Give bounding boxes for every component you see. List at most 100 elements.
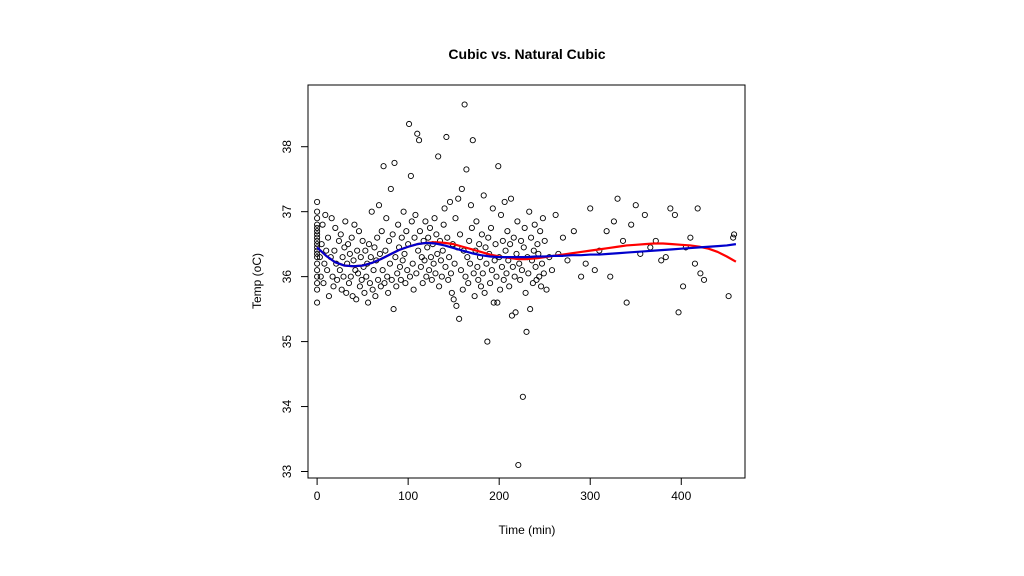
scatter-point: [416, 137, 423, 144]
y-tick-label: 34: [280, 400, 294, 414]
scatter-point: [430, 260, 437, 267]
scatter-point: [334, 276, 341, 283]
x-axis-label: Time (min): [499, 523, 556, 537]
scatter-point: [382, 247, 389, 254]
scatter-point: [380, 163, 387, 170]
scatter-point: [526, 208, 533, 215]
scatter-point: [451, 260, 458, 267]
scatter-point: [667, 205, 674, 212]
scatter-point: [497, 286, 504, 293]
scatter-point: [314, 241, 321, 248]
scatter-point: [492, 241, 499, 248]
scatter-point: [444, 234, 451, 241]
scatter-point: [351, 221, 358, 228]
scatter-point: [463, 166, 470, 173]
scatter-point: [482, 244, 489, 251]
scatter-point: [564, 257, 571, 264]
cubic-spline-curve: [316, 241, 737, 268]
scatter-point: [374, 234, 381, 241]
scatter-point: [476, 241, 483, 248]
scatter-point: [406, 273, 414, 280]
scatter-point: [548, 267, 556, 274]
scatter-point: [362, 247, 369, 254]
scatter-point: [331, 247, 338, 254]
scatter-point: [329, 273, 336, 280]
scatter-point: [473, 218, 480, 225]
scatter-point: [363, 273, 370, 280]
scatter-point: [381, 280, 388, 287]
scatter-point: [516, 260, 523, 267]
scatter-point: [471, 293, 478, 300]
scatter-point: [450, 296, 457, 303]
scatter-point: [375, 276, 382, 283]
y-tick-label: 38: [280, 140, 294, 154]
scatter-point: [391, 159, 398, 166]
scatter-point: [314, 208, 321, 215]
scatter-point: [501, 198, 508, 205]
scatter-point: [731, 231, 738, 238]
scatter-point: [480, 192, 487, 199]
scatter-point: [481, 289, 488, 296]
scatter-point: [404, 267, 411, 274]
scatter-point: [614, 195, 621, 202]
scatter-point: [345, 241, 352, 248]
scatter-point: [339, 254, 346, 261]
scatter-point: [537, 228, 544, 235]
scatter-point: [358, 276, 365, 283]
scatter-point: [314, 215, 321, 222]
scatter-point: [400, 208, 407, 215]
x-tick-label: 400: [671, 489, 691, 503]
scatter-point: [316, 254, 323, 261]
scatter-point: [603, 228, 610, 235]
scatter-point: [371, 244, 378, 251]
y-axis-label: Temp (oC): [250, 253, 264, 309]
scatter-point: [385, 237, 393, 244]
scatter-point: [424, 244, 431, 251]
x-tick-label: 200: [489, 489, 509, 503]
scatter-point: [412, 211, 419, 218]
y-tick-label: 33: [280, 465, 294, 479]
scatter-point: [385, 289, 392, 296]
scatter-point: [388, 276, 395, 283]
scatter-point: [513, 250, 520, 257]
scatter-point: [528, 234, 535, 241]
x-tick-label: 0: [314, 489, 321, 503]
scatter-point: [416, 228, 424, 235]
scatter-point: [321, 260, 328, 267]
fit-curves: [316, 241, 737, 268]
scatter-point: [687, 234, 694, 241]
scatter-point: [543, 286, 550, 293]
scatter-point: [469, 137, 476, 144]
scatter-point: [441, 205, 448, 212]
scatter-point: [464, 254, 471, 261]
x-axis: 0 100 200 300 400: [314, 477, 692, 503]
scatter-point: [446, 198, 454, 205]
scatter-point: [440, 221, 447, 228]
scatter-point: [619, 237, 627, 244]
scatter-point: [415, 247, 422, 254]
scatter-point: [342, 218, 349, 225]
scatter-point: [356, 283, 363, 290]
y-tick-label: 36: [280, 270, 294, 284]
scatter-point: [536, 273, 543, 280]
scatter-point: [507, 241, 514, 248]
chart-title: Cubic vs. Natural Cubic: [448, 46, 605, 62]
scatter-point: [318, 241, 325, 248]
scatter-point: [314, 260, 321, 267]
scatter-point: [338, 286, 345, 293]
scatter-point: [409, 260, 416, 267]
scatter-point: [494, 299, 501, 306]
scatter-point: [470, 270, 477, 277]
scatter-point: [370, 267, 377, 274]
scatter-point: [422, 218, 429, 225]
scatter-point: [503, 270, 510, 277]
scatter-point: [483, 260, 490, 267]
scatter-point: [540, 270, 547, 277]
scatter-point: [532, 263, 539, 270]
scatter-point: [378, 228, 385, 235]
scatter-point: [392, 254, 399, 261]
scatter-point: [314, 237, 321, 244]
scatter-point: [389, 231, 396, 238]
scatter-point: [468, 224, 475, 231]
scatter-point: [341, 244, 348, 251]
